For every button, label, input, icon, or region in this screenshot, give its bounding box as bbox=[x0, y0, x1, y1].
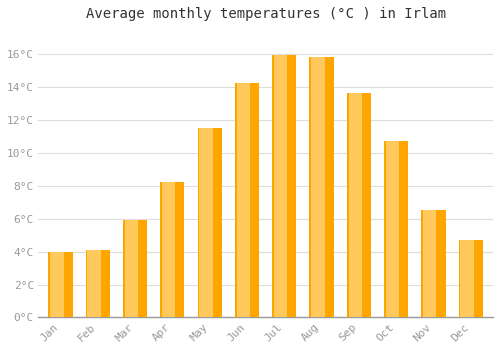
Bar bbox=[272, 55, 296, 317]
Bar bbox=[311, 57, 324, 317]
Bar bbox=[235, 83, 259, 317]
Bar bbox=[348, 93, 362, 317]
Bar bbox=[198, 128, 222, 317]
Bar bbox=[125, 220, 138, 317]
Bar bbox=[274, 55, 287, 317]
Bar bbox=[236, 83, 250, 317]
Bar bbox=[86, 250, 110, 317]
Bar bbox=[423, 210, 436, 317]
Bar bbox=[48, 252, 72, 317]
Bar bbox=[88, 250, 101, 317]
Bar bbox=[458, 240, 483, 317]
Bar bbox=[346, 93, 371, 317]
Bar bbox=[123, 220, 147, 317]
Bar bbox=[460, 240, 473, 317]
Bar bbox=[384, 141, 408, 317]
Bar bbox=[386, 141, 399, 317]
Bar bbox=[162, 182, 175, 317]
Bar bbox=[50, 252, 64, 317]
Title: Average monthly temperatures (°C ) in Irlam: Average monthly temperatures (°C ) in Ir… bbox=[86, 7, 446, 21]
Bar bbox=[310, 57, 334, 317]
Bar bbox=[200, 128, 212, 317]
Bar bbox=[422, 210, 446, 317]
Bar bbox=[160, 182, 184, 317]
